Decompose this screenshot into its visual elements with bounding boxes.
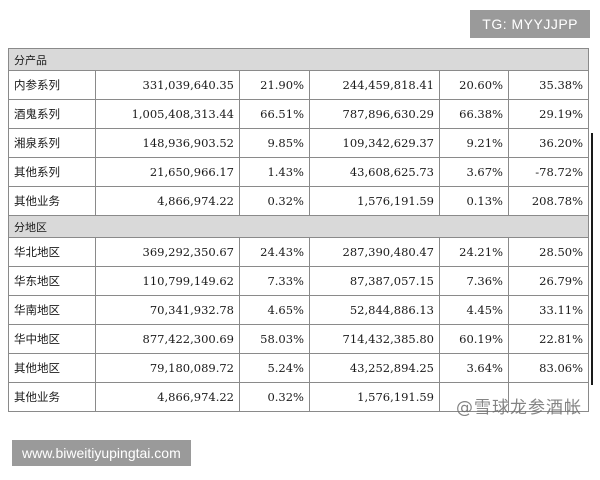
table-row: 内参系列 331,039,640.35 21.90% 244,459,818.4… <box>8 70 590 100</box>
growth-cell: 26.79% <box>507 266 590 296</box>
prior-revenue-cell: 43,608,625.73 <box>309 157 440 187</box>
revenue-cell: 369,292,350.67 <box>95 237 240 267</box>
growth-cell: 83.06% <box>507 353 590 383</box>
growth-cell: 22.81% <box>507 324 590 354</box>
prior-share-cell: 7.36% <box>439 266 509 296</box>
table-row: 华东地区 110,799,149.62 7.33% 87,387,057.15 … <box>8 266 590 296</box>
prior-share-cell: 20.60% <box>439 70 509 100</box>
revenue-cell: 79,180,089.72 <box>95 353 240 383</box>
revenue-share-cell: 4.65% <box>239 295 310 325</box>
revenue-cell: 331,039,640.35 <box>95 70 240 100</box>
growth-cell <box>507 382 590 412</box>
table-row: 华北地区 369,292,350.67 24.43% 287,390,480.4… <box>8 237 590 267</box>
table-row: 华中地区 877,422,300.69 58.03% 714,432,385.8… <box>8 324 590 354</box>
section-title: 分产品 <box>7 48 590 71</box>
revenue-cell: 1,005,408,313.44 <box>95 99 240 129</box>
section-header-row: 分地区 <box>7 215 590 238</box>
table-row: 其他业务 4,866,974.22 0.32% 1,576,191.59 0.1… <box>8 186 590 216</box>
revenue-share-cell: 21.90% <box>239 70 310 100</box>
prior-share-cell: 4.45% <box>439 295 509 325</box>
revenue-share-cell: 66.51% <box>239 99 310 129</box>
row-label: 华南地区 <box>8 295 96 325</box>
row-label: 酒鬼系列 <box>8 99 96 129</box>
row-label: 其他系列 <box>8 157 96 187</box>
revenue-cell: 21,650,966.17 <box>95 157 240 187</box>
growth-cell: 36.20% <box>507 128 590 158</box>
revenue-share-cell: 9.85% <box>239 128 310 158</box>
table-row: 其他系列 21,650,966.17 1.43% 43,608,625.73 3… <box>8 157 590 187</box>
row-label: 其他业务 <box>8 382 96 412</box>
prior-share-cell: 9.21% <box>439 128 509 158</box>
revenue-share-cell: 0.32% <box>239 186 310 216</box>
prior-revenue-cell: 244,459,818.41 <box>309 70 440 100</box>
row-label: 湘泉系列 <box>8 128 96 158</box>
table-row: 其他业务 4,866,974.22 0.32% 1,576,191.59 <box>8 382 590 412</box>
table-row: 华南地区 70,341,932.78 4.65% 52,844,886.13 4… <box>8 295 590 325</box>
row-label: 华北地区 <box>8 237 96 267</box>
row-label: 其他地区 <box>8 353 96 383</box>
prior-revenue-cell: 43,252,894.25 <box>309 353 440 383</box>
prior-share-cell: 3.67% <box>439 157 509 187</box>
growth-cell: -78.72% <box>507 157 590 187</box>
tg-contact-badge: TG: MYYJJPP <box>470 10 590 38</box>
revenue-cell: 4,866,974.22 <box>95 382 240 412</box>
table-row: 湘泉系列 148,936,903.52 9.85% 109,342,629.37… <box>8 128 590 158</box>
row-label: 内参系列 <box>8 70 96 100</box>
revenue-cell: 877,422,300.69 <box>95 324 240 354</box>
revenue-breakdown-table: 分产品 内参系列 331,039,640.35 21.90% 244,459,8… <box>7 48 590 412</box>
growth-cell: 29.19% <box>507 99 590 129</box>
prior-share-cell: 66.38% <box>439 99 509 129</box>
growth-cell: 33.11% <box>507 295 590 325</box>
page-edge-shadow <box>591 133 593 385</box>
website-url-badge[interactable]: www.biweitiyupingtai.com <box>12 440 191 466</box>
revenue-cell: 148,936,903.52 <box>95 128 240 158</box>
revenue-cell: 110,799,149.62 <box>95 266 240 296</box>
prior-revenue-cell: 1,576,191.59 <box>309 382 440 412</box>
prior-revenue-cell: 714,432,385.80 <box>309 324 440 354</box>
growth-cell: 35.38% <box>507 70 590 100</box>
prior-revenue-cell: 52,844,886.13 <box>309 295 440 325</box>
growth-cell: 208.78% <box>507 186 590 216</box>
platform-watermark: @雪球龙参酒帐 <box>456 398 582 418</box>
row-label: 华中地区 <box>8 324 96 354</box>
revenue-cell: 4,866,974.22 <box>95 186 240 216</box>
table-row: 酒鬼系列 1,005,408,313.44 66.51% 787,896,630… <box>8 99 590 129</box>
prior-revenue-cell: 87,387,057.15 <box>309 266 440 296</box>
section-header-row: 分产品 <box>7 48 590 71</box>
prior-revenue-cell: 109,342,629.37 <box>309 128 440 158</box>
revenue-share-cell: 58.03% <box>239 324 310 354</box>
prior-share-cell: 60.19% <box>439 324 509 354</box>
revenue-share-cell: 0.32% <box>239 382 310 412</box>
revenue-share-cell: 7.33% <box>239 266 310 296</box>
revenue-share-cell: 5.24% <box>239 353 310 383</box>
prior-share-cell: 0.13% <box>439 186 509 216</box>
row-label: 华东地区 <box>8 266 96 296</box>
revenue-share-cell: 24.43% <box>239 237 310 267</box>
row-label: 其他业务 <box>8 186 96 216</box>
section-title: 分地区 <box>7 215 590 238</box>
prior-share-cell: 3.64% <box>439 353 509 383</box>
table-row: 其他地区 79,180,089.72 5.24% 43,252,894.25 3… <box>8 353 590 383</box>
prior-revenue-cell: 1,576,191.59 <box>309 186 440 216</box>
revenue-share-cell: 1.43% <box>239 157 310 187</box>
prior-revenue-cell: 287,390,480.47 <box>309 237 440 267</box>
growth-cell: 28.50% <box>507 237 590 267</box>
prior-revenue-cell: 787,896,630.29 <box>309 99 440 129</box>
revenue-cell: 70,341,932.78 <box>95 295 240 325</box>
prior-share-cell: 24.21% <box>439 237 509 267</box>
